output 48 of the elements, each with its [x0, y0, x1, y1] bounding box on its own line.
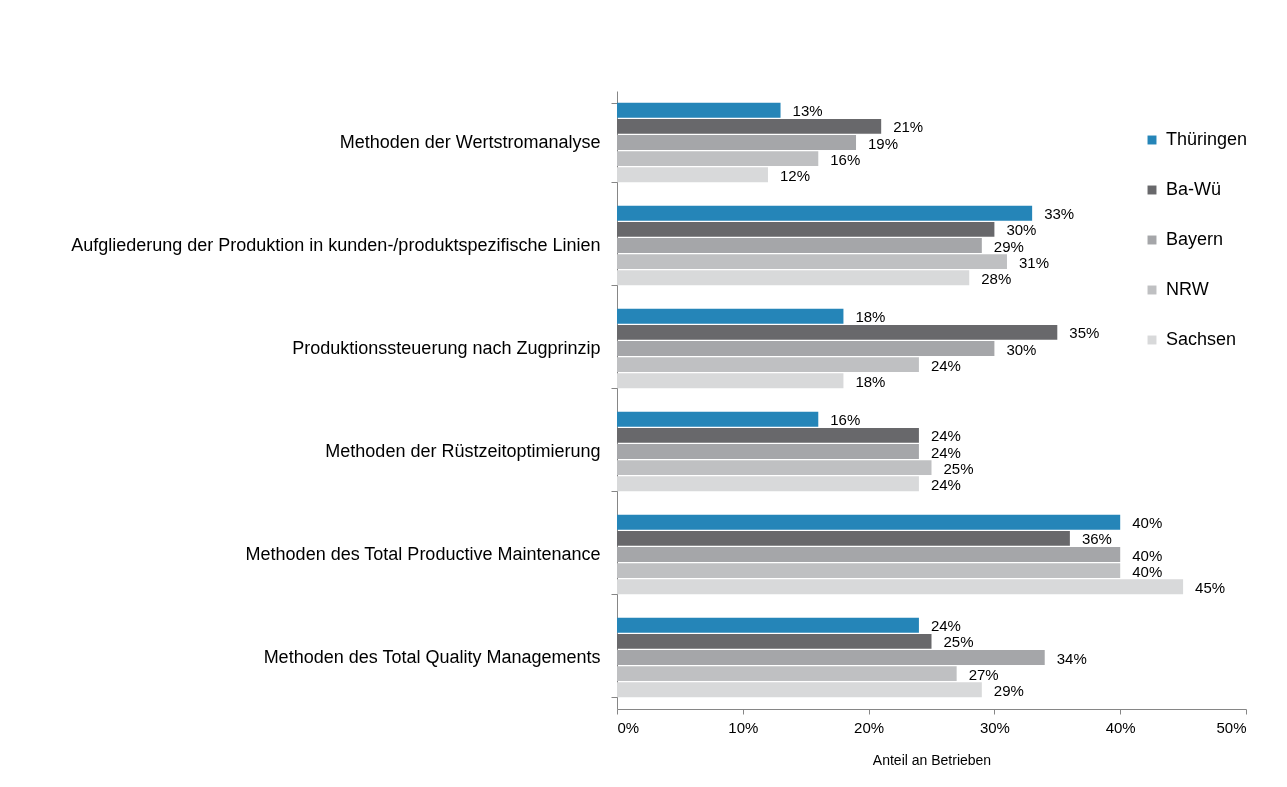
data-label: 29%	[993, 237, 1024, 255]
data-label: 16%	[830, 411, 861, 429]
data-label: 40%	[1132, 514, 1163, 532]
y-tick-label: Produktionssteuerung nach Zugprinzip	[292, 338, 601, 358]
data-label: 24%	[930, 427, 961, 445]
data-label: 36%	[1081, 530, 1112, 548]
x-tick-label: 0%	[617, 718, 640, 736]
data-label: 30%	[1006, 340, 1037, 358]
y-tick-label: Methoden der Wertstromanalyse	[339, 132, 601, 152]
data-label: 25%	[943, 459, 974, 477]
data-label: 27%	[968, 665, 999, 683]
legend-label: Bayern	[1166, 229, 1224, 249]
data-label: 18%	[855, 372, 886, 390]
data-label: 35%	[1069, 324, 1100, 342]
data-label: 33%	[1044, 205, 1075, 223]
x-tick-label: 30%	[979, 718, 1010, 736]
y-tick-label: Methoden der Rüstzeitoptimierung	[325, 441, 601, 461]
data-label: 18%	[855, 308, 886, 326]
data-label: 25%	[943, 633, 974, 651]
x-tick-label: 50%	[1216, 718, 1247, 736]
legend-label: Sachsen	[1166, 329, 1237, 349]
data-label: 45%	[1195, 578, 1226, 596]
data-label: 19%	[868, 134, 899, 152]
legend-label: Ba-Wü	[1166, 179, 1222, 199]
x-tick-label: 10%	[728, 718, 759, 736]
data-label: 13%	[792, 102, 823, 120]
x-tick-label: 20%	[854, 718, 885, 736]
y-tick-label: Methoden des Total Productive Maintenance	[245, 544, 601, 564]
data-label: 31%	[1018, 253, 1050, 271]
data-label: 40%	[1132, 562, 1163, 580]
data-label: 24%	[930, 356, 961, 374]
x-axis-title: Anteil an Betrieben	[872, 751, 992, 768]
data-label: 24%	[930, 475, 961, 493]
data-label: 16%	[830, 150, 861, 168]
data-label: 12%	[779, 166, 810, 184]
legend-label: NRW	[1166, 279, 1209, 299]
data-label: 30%	[1006, 221, 1037, 239]
data-label: 24%	[930, 443, 961, 461]
data-label: 40%	[1132, 546, 1163, 564]
data-label: 28%	[981, 269, 1012, 287]
y-tick-label: Aufgliederung der Produktion in kunden-/produktspezifische Linien	[71, 235, 601, 255]
data-label: 29%	[993, 681, 1024, 699]
x-tick-label: 40%	[1105, 718, 1136, 736]
data-label: 24%	[930, 617, 961, 635]
legend-label: Thüringen	[1166, 129, 1248, 149]
data-label: 34%	[1056, 649, 1087, 667]
data-label: 21%	[893, 118, 924, 136]
y-tick-label: Methoden des Total Quality Managements	[263, 647, 601, 667]
